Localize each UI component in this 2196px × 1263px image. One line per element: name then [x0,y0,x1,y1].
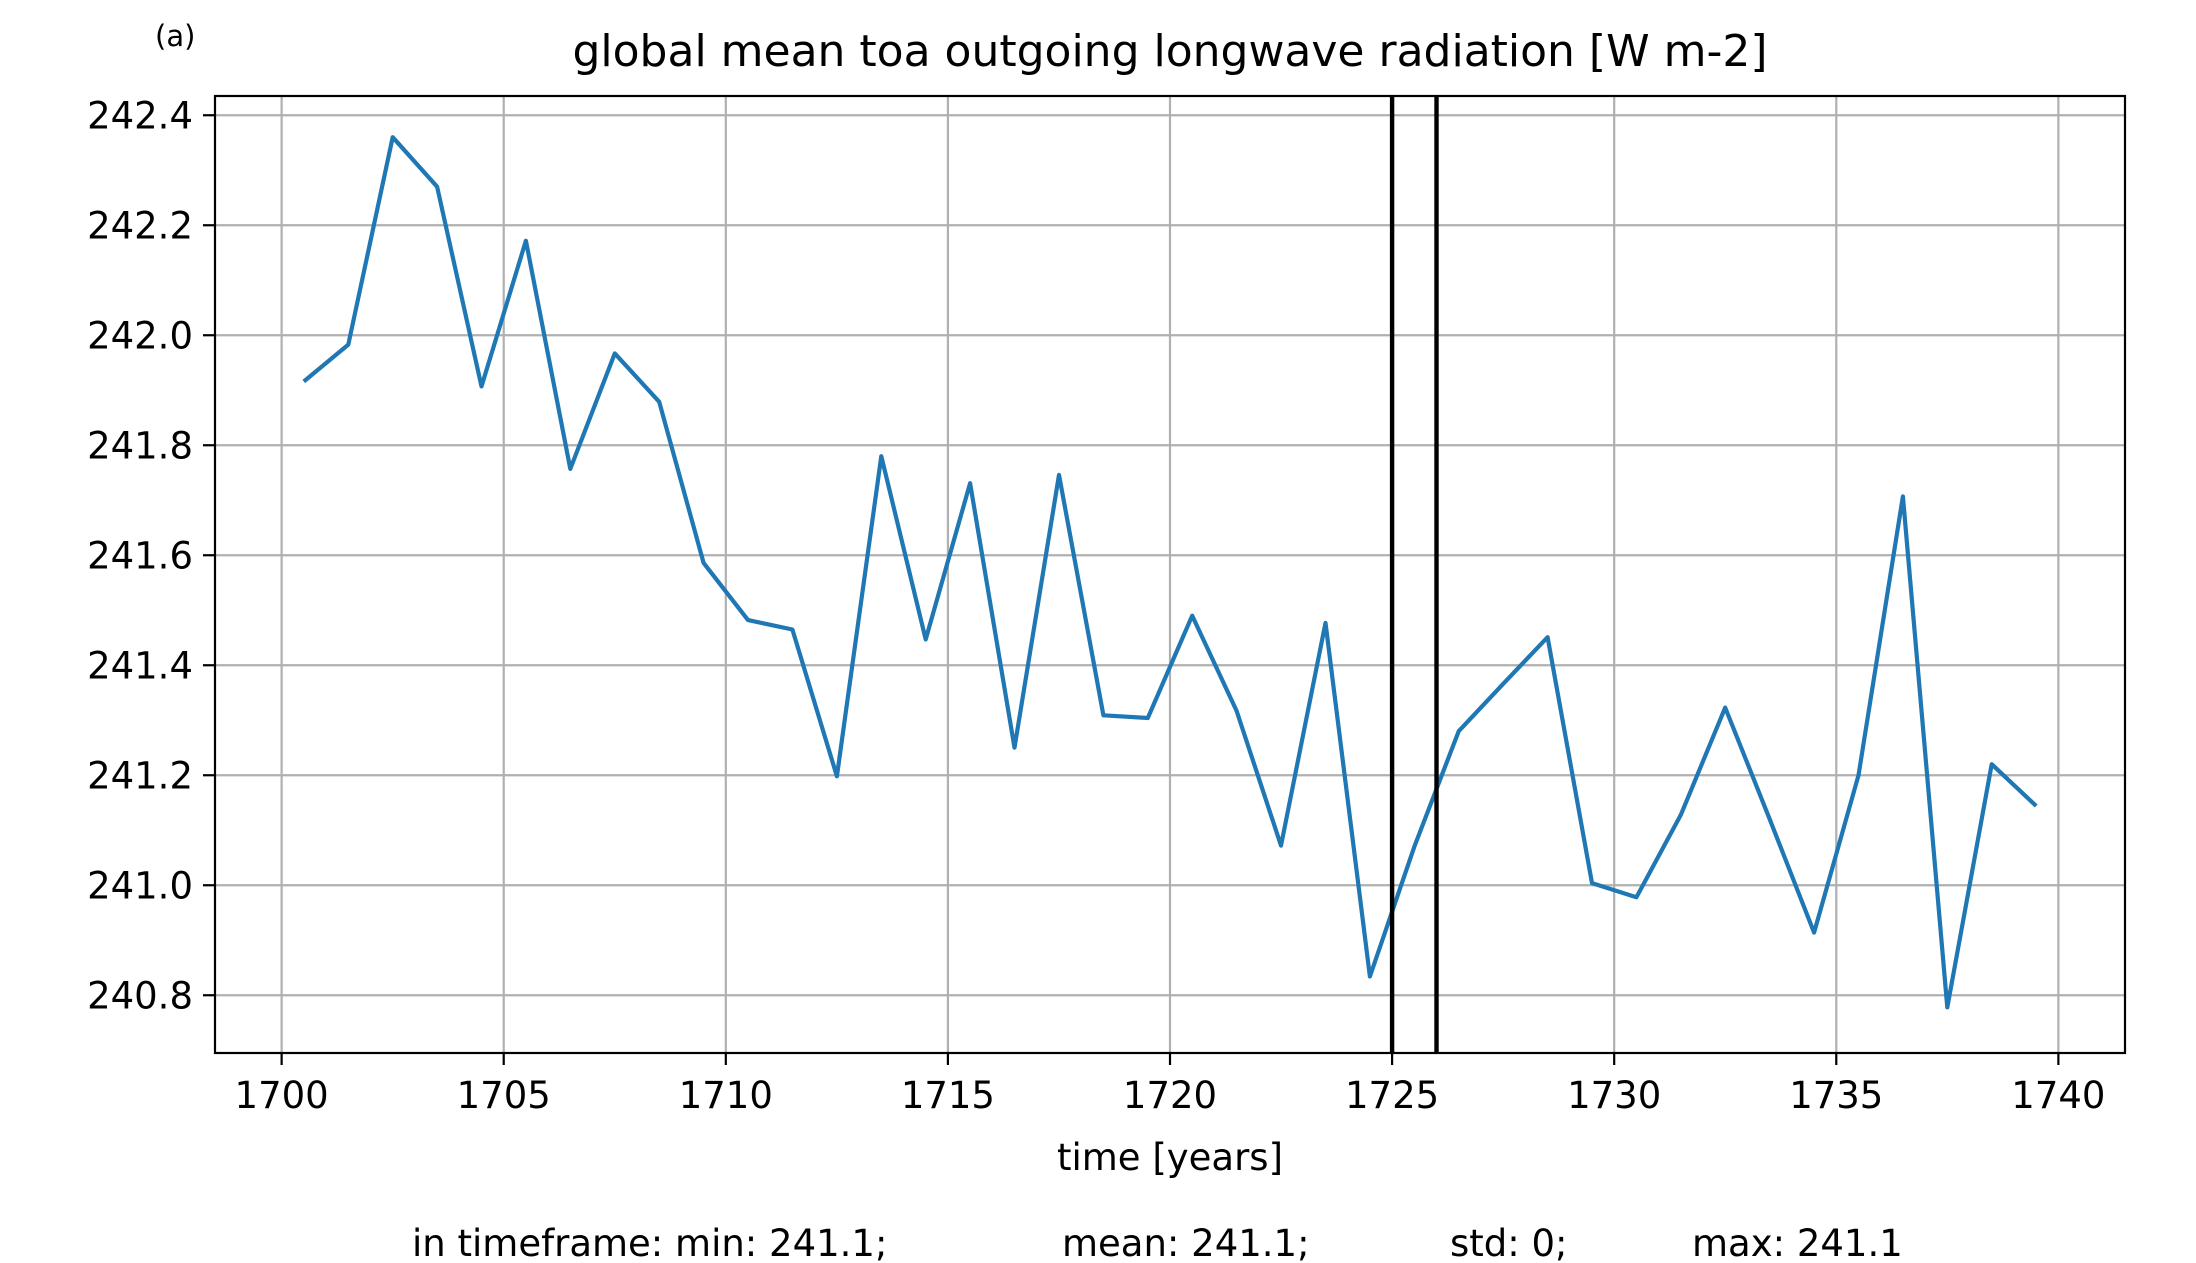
series-layer [302,135,2038,1010]
footer-mean: mean: 241.1; [1062,1222,1310,1263]
x-tick-label: 1735 [1789,1074,1883,1117]
y-tick-label: 241.0 [87,864,193,907]
x-tick-label: 1705 [457,1074,551,1117]
x-tick-label: 1700 [235,1074,329,1117]
x-axis-ticks: 1700 1705 1710 1715 1720 1725 1730 1735 1740 [235,1053,2105,1117]
y-tick-label: 242.0 [87,314,193,357]
footer-std: std: 0; [1450,1222,1568,1263]
x-tick-label: 1740 [2011,1074,2105,1117]
x-tick-label: 1730 [1567,1074,1661,1117]
panel-label: (a) [155,19,195,53]
footer-max: max: 241.1 [1692,1222,1903,1263]
y-tick-label: 242.4 [87,94,193,137]
y-tick-label: 241.8 [87,424,193,467]
reference-lines [1389,96,1439,1053]
y-tick-label: 241.4 [87,644,193,687]
y-tick-label: 241.6 [87,534,193,577]
series-line [302,135,2038,1010]
y-tick-label: 240.8 [87,974,193,1017]
footer-min: in timeframe: min: 241.1; [412,1222,887,1263]
y-tick-label: 241.2 [87,754,193,797]
x-tick-label: 1715 [901,1074,995,1117]
chart-title: global mean toa outgoing longwave radiat… [572,26,1767,77]
x-tick-label: 1725 [1345,1074,1439,1117]
y-tick-label: 242.2 [87,204,193,247]
x-tick-label: 1720 [1123,1074,1217,1117]
x-axis-label: time [years] [1057,1136,1283,1179]
grid-lines [215,96,2125,1053]
x-tick-label: 1710 [679,1074,773,1117]
y-axis-ticks: 240.8 241.0 241.2 241.4 241.6 241.8 242.0 242.2… [87,94,215,1017]
